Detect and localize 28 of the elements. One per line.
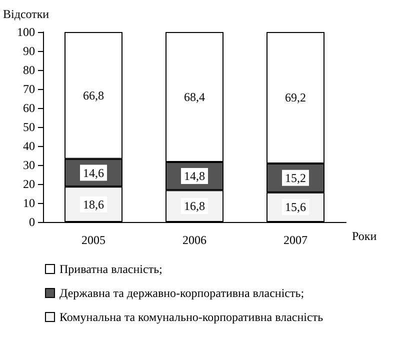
legend-label: Приватна власність; — [60, 262, 162, 276]
y-tick-label: 100 — [17, 25, 35, 39]
x-axis-title: Роки — [352, 229, 378, 243]
data-label: 16,8 — [184, 199, 205, 214]
y-tick-label: 50 — [23, 120, 35, 134]
y-tick-label: 0 — [29, 215, 35, 229]
y-tick-label: 40 — [23, 139, 35, 153]
data-label: 15,6 — [285, 200, 306, 214]
y-tick-label: 10 — [23, 196, 35, 210]
data-label: 15,2 — [285, 170, 306, 185]
x-tick-label: 2006 — [182, 233, 206, 247]
data-label: 69,2 — [285, 90, 306, 105]
y-tick-label: 70 — [23, 82, 35, 96]
y-axis-title: Відсотки — [3, 7, 50, 21]
x-tick-label: 2007 — [284, 233, 308, 247]
legend-label: Комунальна та комунально-корпоративна власність — [60, 310, 324, 324]
data-label: 14,6 — [83, 166, 104, 180]
y-tick-label: 60 — [23, 101, 35, 115]
data-label: 14,8 — [184, 169, 205, 184]
data-label: 18,6 — [83, 197, 104, 212]
y-tick-label: 80 — [23, 63, 35, 77]
legend-label: Державна та державно-корпоративна власність; — [60, 286, 304, 300]
y-tick-label: 90 — [23, 44, 35, 58]
y-tick-label: 20 — [23, 177, 35, 191]
data-label: 66,8 — [83, 88, 104, 102]
y-tick-label: 30 — [23, 158, 35, 172]
data-label: 68,4 — [184, 90, 205, 104]
x-tick-label: 2005 — [82, 233, 106, 247]
